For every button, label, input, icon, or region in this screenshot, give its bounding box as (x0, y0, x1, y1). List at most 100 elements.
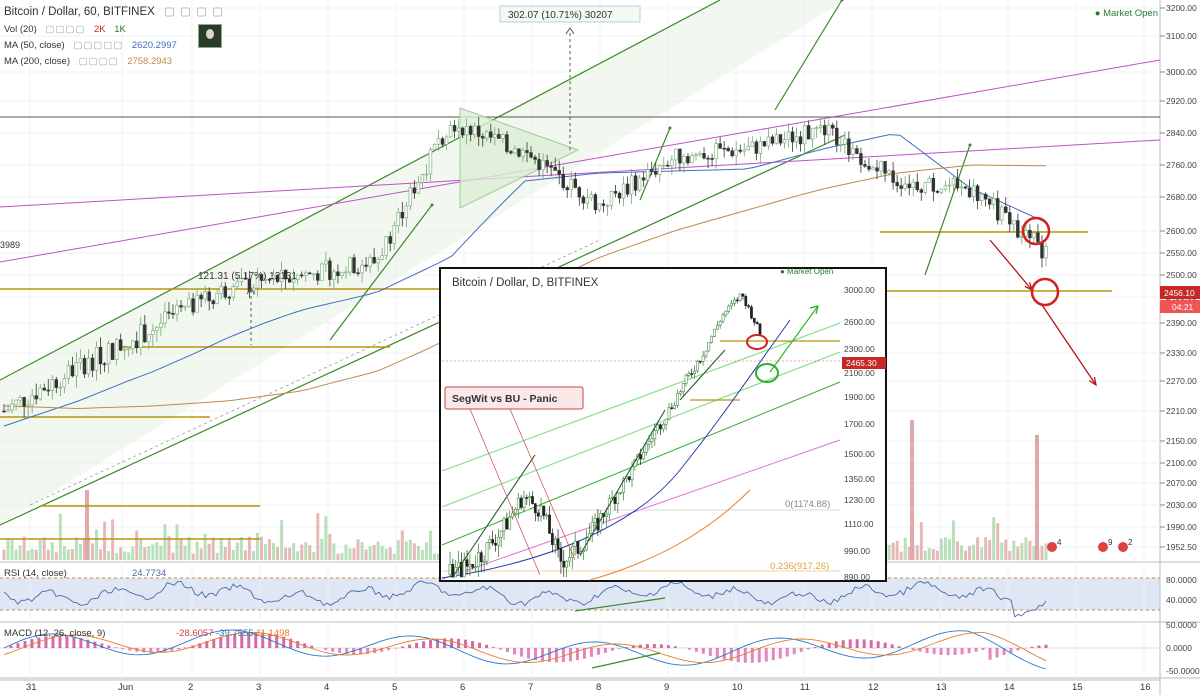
volume-legend[interactable]: Vol (20) ▢▢▢▢ 2K 1K (4, 24, 126, 35)
candle-body (243, 277, 248, 280)
macd-histogram-bar (331, 648, 335, 652)
macd-histogram-bar (792, 648, 796, 655)
title-controls[interactable]: ▢ ▢ ▢ ▢ (164, 6, 225, 18)
volume-bar (376, 541, 380, 560)
inset-candle-body (511, 512, 514, 518)
inset-title: Bitcoin / Dollar, D, BITFINEX (452, 277, 599, 289)
macd-histogram-bar (638, 644, 642, 648)
volume-bar (907, 546, 911, 560)
channel-fill (0, 0, 845, 525)
time-tick-label: 8 (596, 682, 601, 693)
candle-body (871, 167, 875, 170)
macd-tick: 0.0000 (1166, 643, 1192, 653)
candle-body (754, 141, 759, 154)
volume-bar (99, 549, 103, 560)
inset-candle-body (733, 299, 736, 304)
volume-bar (1012, 540, 1016, 560)
volume-bar (131, 546, 135, 560)
ma50-controls[interactable]: ▢▢▢▢▢ (73, 40, 124, 51)
candle-body (798, 136, 803, 145)
ma200-legend[interactable]: MA (200, close) ▢▢▢▢ 2758.2943 (4, 56, 172, 67)
volume-bar (179, 538, 183, 560)
inset-green-circle (755, 363, 779, 383)
inset-candle-body (642, 452, 645, 460)
macd-histogram-bar (890, 644, 894, 648)
inset-candle-body (516, 497, 520, 510)
inset-candle-body (747, 305, 750, 308)
inset-candle-body (508, 516, 512, 530)
candle-body (30, 395, 34, 406)
candle-body (1016, 220, 1020, 238)
inset-price-tick: 890.00 (844, 572, 870, 582)
candle-body (658, 165, 662, 175)
macd-histogram-bar (687, 648, 691, 650)
candle-body (987, 198, 992, 205)
macd-histogram-bar (799, 648, 803, 652)
volume-bar (424, 542, 428, 560)
candle-body (203, 291, 207, 300)
ma200-label: MA (200, close) (4, 56, 70, 67)
time-tick-label: 13 (936, 682, 947, 693)
candle-body (432, 143, 437, 150)
inset-candle-body (661, 424, 665, 430)
candle-body (82, 358, 87, 375)
volume-bar (215, 552, 219, 560)
ma200-controls[interactable]: ▢▢▢▢ (78, 56, 119, 67)
candle-body (919, 189, 923, 193)
macd-histogram-bar (631, 645, 635, 648)
volume-bar (167, 536, 171, 560)
vol-controls[interactable]: ▢▢▢▢ (45, 24, 86, 35)
macd-histogram-bar (911, 648, 915, 650)
candle-body (344, 271, 348, 274)
inset-candle-body (488, 539, 492, 543)
candle-body (34, 395, 38, 400)
inset-candle-body (622, 478, 625, 493)
macd-histogram-bar (121, 648, 125, 650)
macd-histogram-bar (652, 643, 656, 648)
ma50-legend[interactable]: MA (50, close) ▢▢▢▢▢ 2620.2997 (4, 40, 177, 51)
candle-body (1040, 241, 1044, 259)
macd-histogram-bar (387, 648, 391, 651)
volume-bar (284, 547, 288, 560)
candle-body (1028, 229, 1032, 239)
macd-histogram-bar (226, 635, 230, 648)
inset-candle-body (721, 314, 725, 322)
volume-bar (18, 545, 22, 560)
candle-body (50, 379, 54, 391)
volume-bar (251, 551, 255, 560)
inset-candle-body (556, 538, 560, 549)
candle-body (291, 279, 296, 283)
inset-candle-body (696, 360, 699, 372)
inset-candle-body (630, 466, 634, 481)
candle-body (271, 274, 276, 280)
candle-body (585, 197, 590, 204)
macd-signal-line (3, 631, 1047, 664)
macd-label: MACD (12, 26, close, 9) (4, 628, 105, 639)
macd-histogram-bar (450, 638, 454, 648)
inset-trend-arrow (679, 349, 726, 401)
macd-histogram-bar (16, 643, 20, 648)
macd-histogram-bar (554, 648, 558, 663)
user-avatar[interactable] (198, 24, 222, 48)
macd-histogram-bar (261, 632, 265, 648)
inset-candle-body (542, 505, 546, 516)
macd-histogram-bar (967, 648, 971, 654)
candle-body (561, 174, 565, 188)
macd-histogram-bar (736, 648, 740, 663)
inset-price-tick: 1110.00 (844, 519, 874, 529)
inset-price-tick: 1350.00 (844, 474, 875, 484)
inset-candle-body (499, 530, 503, 538)
inset-candle-body (713, 328, 716, 337)
macd-histogram-bar (401, 646, 405, 648)
inset-candle-body (531, 496, 534, 504)
candle-body (923, 182, 928, 193)
volume-bar (996, 523, 1000, 560)
macd-histogram-bar (275, 634, 279, 648)
volume-bar (268, 539, 272, 560)
volume-spike (910, 420, 914, 560)
macd-histogram-bar (44, 636, 48, 648)
candle-body (843, 138, 847, 145)
candle-body (875, 167, 879, 172)
volume-bar (899, 551, 903, 560)
volume-bar (316, 513, 320, 560)
